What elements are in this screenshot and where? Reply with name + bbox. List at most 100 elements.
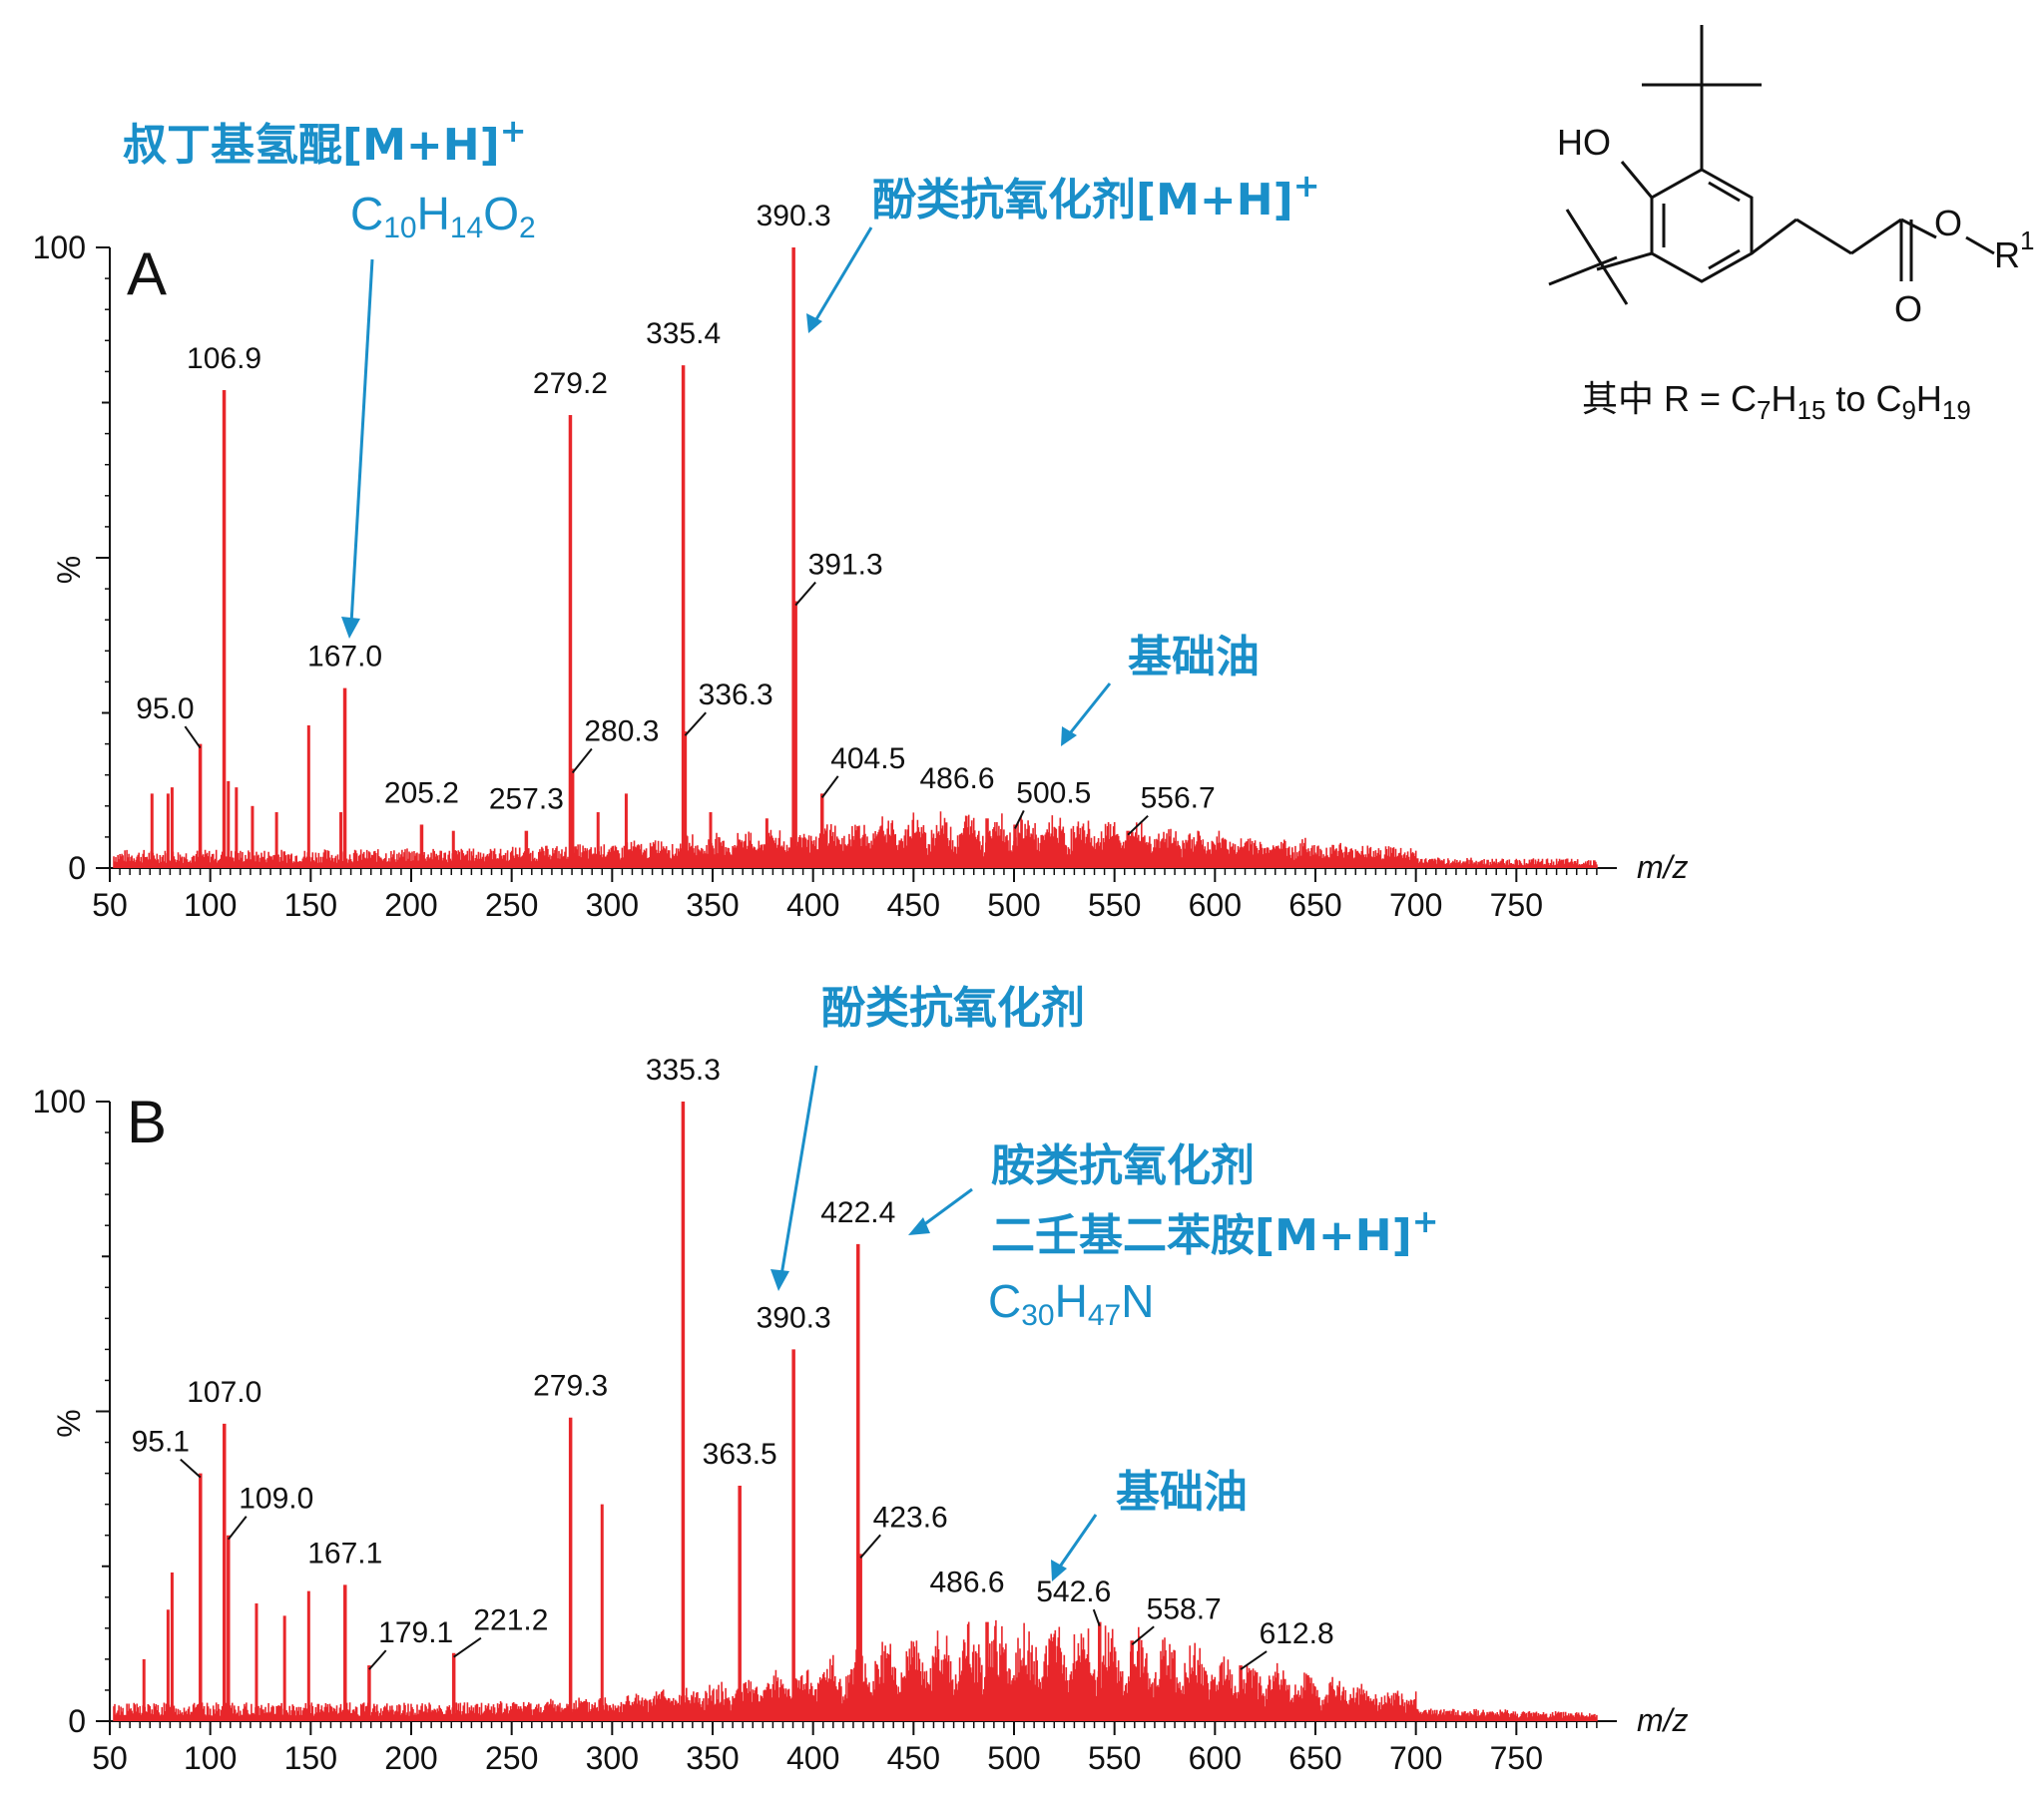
x-tick-label: 450 xyxy=(887,887,940,923)
x-tick-label: 700 xyxy=(1389,1740,1442,1776)
peak-label: 486.6 xyxy=(919,762,994,795)
x-tick-label: 600 xyxy=(1189,1740,1242,1776)
x-tick-label: 500 xyxy=(987,887,1040,923)
peak-leader-line xyxy=(684,711,707,736)
peak-label: 390.3 xyxy=(757,200,831,232)
panel-a-spectrum: 0 100% 50 100 150 200 250 300 350 400 450 500 550 600… xyxy=(33,200,1689,923)
annotation-base-oil-b: 基础油 xyxy=(1116,1467,1248,1518)
x-tick-label: 350 xyxy=(686,887,739,923)
formula-tbhq: C10H14O2 xyxy=(350,188,536,244)
panel-b-letter: B xyxy=(127,1089,167,1155)
chain-2 xyxy=(1795,218,1852,255)
x-axis-label: m/z xyxy=(1637,849,1689,885)
peak-leader-line xyxy=(820,775,839,798)
chain-1 xyxy=(1751,218,1797,255)
oh-bond xyxy=(1620,161,1654,199)
o-r-bond xyxy=(1965,235,1995,255)
peak-leader-line xyxy=(368,1649,387,1670)
x-tick-label: 700 xyxy=(1389,887,1442,923)
phenolic-antioxidant-structure xyxy=(1548,25,1995,305)
ho-label: HO xyxy=(1557,122,1611,163)
y-tick-label: 100 xyxy=(33,1084,86,1120)
arrow-base-oil-a-head xyxy=(1061,726,1077,746)
peak-leader-line xyxy=(453,1636,482,1658)
peak-label: 336.3 xyxy=(699,678,773,711)
peak-label: 95.0 xyxy=(136,692,194,725)
peak-label: 335.4 xyxy=(646,317,721,350)
peak-label: 167.1 xyxy=(307,1537,382,1570)
peak-label: 404.5 xyxy=(830,742,905,775)
arrow-tbhq-line xyxy=(349,258,374,625)
arrow-phenolic-b-head xyxy=(770,1269,789,1291)
y-axis-label: % xyxy=(51,556,87,584)
peak-label: 280.3 xyxy=(584,714,659,747)
x-tick-label: 250 xyxy=(485,887,538,923)
peak-leader-line xyxy=(184,725,202,749)
peak-label: 390.3 xyxy=(757,1301,831,1334)
x-tick-label: 150 xyxy=(284,887,337,923)
peak-leader-line xyxy=(1014,810,1025,829)
ester-o-bond xyxy=(1900,218,1937,239)
y-tick-label: 0 xyxy=(68,1703,86,1739)
peak-label: 422.4 xyxy=(820,1196,895,1229)
arrow-base-oil-b-head xyxy=(1051,1560,1067,1581)
tbu-left-stem xyxy=(1596,251,1653,271)
chain-3 xyxy=(1850,218,1902,255)
peak-label: 556.7 xyxy=(1141,782,1216,815)
arrow-amine-head xyxy=(908,1217,930,1235)
peak-label: 205.2 xyxy=(384,776,459,809)
arrow-tbhq-head xyxy=(341,617,360,639)
x-tick-label: 650 xyxy=(1288,887,1341,923)
x-tick-label: 100 xyxy=(184,1740,237,1776)
ester-o-label: O xyxy=(1934,203,1962,243)
peak-leader-line xyxy=(1127,814,1149,836)
peak-label: 335.3 xyxy=(646,1054,721,1087)
x-tick-label: 150 xyxy=(284,1740,337,1776)
peak-label: 167.0 xyxy=(307,641,382,674)
x-tick-label: 100 xyxy=(184,887,237,923)
peak-label: 558.7 xyxy=(1147,1592,1222,1625)
spectrum-baseline-signal xyxy=(113,811,1598,868)
structure-caption: 其中 R = C7H15 to C9H19 xyxy=(1582,378,1971,425)
tbu-left-b xyxy=(1548,255,1618,286)
y-tick-label: 0 xyxy=(68,850,86,886)
x-tick-label: 550 xyxy=(1088,1740,1141,1776)
x-tick-label: 500 xyxy=(987,1740,1040,1776)
ring-double-bond-1 xyxy=(1708,181,1741,203)
annotation-phenolic-b: 酚类抗氧化剂 xyxy=(821,983,1085,1034)
x-tick-label: 450 xyxy=(887,1740,940,1776)
spectrum-baseline-signal xyxy=(113,1619,1598,1721)
annotation-amine: 胺类抗氧化剂 xyxy=(991,1140,1255,1191)
arrow-phenolic-b-line xyxy=(779,1065,818,1276)
x-tick-label: 50 xyxy=(92,887,128,923)
annotation-base-oil-a: 基础油 xyxy=(1128,632,1260,682)
x-tick-label: 400 xyxy=(786,887,839,923)
peak-leader-line xyxy=(571,747,593,774)
peak-leader-line xyxy=(1131,1625,1155,1646)
x-tick-label: 300 xyxy=(586,1740,639,1776)
x-tick-label: 750 xyxy=(1490,1740,1543,1776)
x-tick-label: 550 xyxy=(1088,887,1141,923)
peak-label: 500.5 xyxy=(1016,776,1091,809)
arrow-phenolic-a-head xyxy=(806,313,822,333)
peak-label: 95.1 xyxy=(132,1426,190,1459)
arrow-amine-line xyxy=(922,1187,973,1227)
peak-label: 109.0 xyxy=(239,1483,313,1516)
peak-label: 279.3 xyxy=(533,1370,608,1403)
peak-leader-line xyxy=(1092,1608,1101,1626)
x-axis-label: m/z xyxy=(1637,1702,1689,1738)
peak-leader-line xyxy=(1240,1650,1268,1670)
arrow-phenolic-a-line xyxy=(814,226,873,320)
x-tick-label: 650 xyxy=(1288,1740,1341,1776)
arrow-base-oil-b-line xyxy=(1058,1514,1098,1568)
x-tick-label: 400 xyxy=(786,1740,839,1776)
panel-a-letter: A xyxy=(127,240,167,307)
ring-double-bond-2 xyxy=(1708,248,1741,270)
x-tick-label: 750 xyxy=(1490,887,1543,923)
panel-b-spectrum: 0 100% 50 100 150 200 250 300 350 400 450 500 550 600… xyxy=(33,1054,1689,1776)
y-axis-label: % xyxy=(51,1409,87,1437)
peak-label: 179.1 xyxy=(378,1616,453,1649)
carbonyl-o-label: O xyxy=(1894,288,1922,329)
peak-label: 542.6 xyxy=(1036,1575,1111,1608)
